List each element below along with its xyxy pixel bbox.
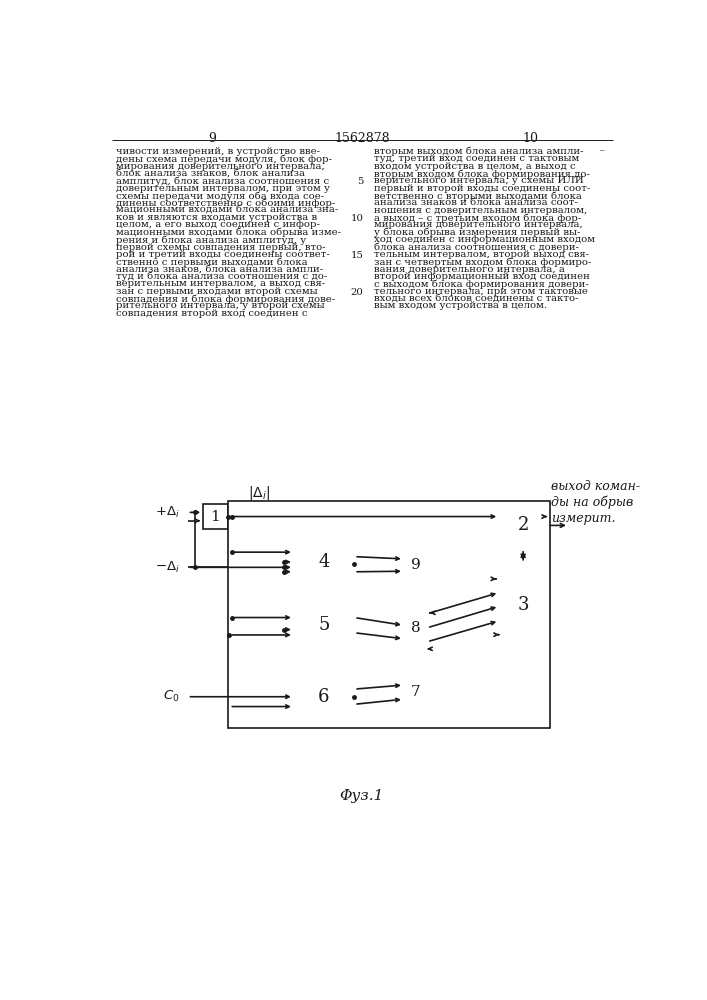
Text: блока анализа соотношения с довери-: блока анализа соотношения с довери- xyxy=(373,243,578,252)
Text: ков и являются входами устройства в: ков и являются входами устройства в xyxy=(115,213,317,222)
Text: вторым входом блока формирования до-: вторым входом блока формирования до- xyxy=(373,169,590,179)
Text: рительного интервала, у второй схемы: рительного интервала, у второй схемы xyxy=(115,301,324,310)
Text: доверительным интервалом, при этом у: доверительным интервалом, при этом у xyxy=(115,184,329,193)
Text: туд и блока анализа соотношения с до-: туд и блока анализа соотношения с до- xyxy=(115,272,327,281)
Text: 9: 9 xyxy=(209,132,216,145)
Text: 5: 5 xyxy=(318,616,329,634)
Text: выход коман-
ды на обрыв
измерит.: выход коман- ды на обрыв измерит. xyxy=(551,480,640,525)
Bar xyxy=(404,603,427,653)
Text: туд, третий вход соединен с тактовым: туд, третий вход соединен с тактовым xyxy=(373,154,579,163)
Text: 10: 10 xyxy=(351,214,363,223)
Text: верительного интервала, у схемы ИЛИ: верительного интервала, у схемы ИЛИ xyxy=(373,176,583,185)
Text: 3: 3 xyxy=(518,596,529,614)
Text: вым входом устройства в целом.: вым входом устройства в целом. xyxy=(373,301,547,310)
Bar xyxy=(228,501,550,728)
Text: целом, а его выход соединен с инфор-: целом, а его выход соединен с инфор- xyxy=(115,220,320,229)
Bar xyxy=(203,504,228,529)
Text: а выход – с третьим входом блока фор-: а выход – с третьим входом блока фор- xyxy=(373,213,581,223)
Text: второй информационный вход соединен: второй информационный вход соединен xyxy=(373,272,590,281)
Text: 10: 10 xyxy=(522,132,538,145)
Bar xyxy=(404,674,427,710)
Text: первый и второй входы соединены соот-: первый и второй входы соединены соот- xyxy=(373,184,590,193)
Text: ственно с первыми выходами блока: ственно с первыми выходами блока xyxy=(115,257,307,267)
Text: динены соответственно с обоими инфор-: динены соответственно с обоими инфор- xyxy=(115,198,335,208)
Text: входы всех блоков соединены с такто-: входы всех блоков соединены с такто- xyxy=(373,294,578,303)
Text: амплитуд, блок анализа соотношения с: амплитуд, блок анализа соотношения с xyxy=(115,176,329,186)
Text: анализа знаков, блока анализа ампли-: анализа знаков, блока анализа ампли- xyxy=(115,265,322,274)
Text: 5: 5 xyxy=(357,177,363,186)
Text: $-\Delta_i$: $-\Delta_i$ xyxy=(155,560,180,575)
Text: блок анализа знаков, блок анализа: блок анализа знаков, блок анализа xyxy=(115,169,305,178)
Text: ношения с доверительным интервалом,: ношения с доверительным интервалом, xyxy=(373,206,587,215)
Text: $C_0$: $C_0$ xyxy=(163,689,180,704)
Text: ветственно с вторыми выходами блока: ветственно с вторыми выходами блока xyxy=(373,191,581,201)
Bar xyxy=(293,603,354,647)
Text: 1562878: 1562878 xyxy=(334,132,390,145)
Text: Φуз.1: Φуз.1 xyxy=(340,789,384,803)
Text: 15: 15 xyxy=(351,251,363,260)
Text: рой и третий входы соединены соответ-: рой и третий входы соединены соответ- xyxy=(115,250,329,259)
Text: мирования доверительного интервала,: мирования доверительного интервала, xyxy=(115,162,325,171)
Text: рения и блока анализа амплитуд, у: рения и блока анализа амплитуд, у xyxy=(115,235,305,245)
Text: верительным интервалом, а выход свя-: верительным интервалом, а выход свя- xyxy=(115,279,325,288)
Text: чивости измерений, в устройство вве-: чивости измерений, в устройство вве- xyxy=(115,147,320,156)
Text: совпадения и блока формирования дове-: совпадения и блока формирования дове- xyxy=(115,294,334,304)
Text: 1: 1 xyxy=(211,510,221,524)
Text: 4: 4 xyxy=(318,553,329,571)
Text: зан с первыми входами второй схемы: зан с первыми входами второй схемы xyxy=(115,287,317,296)
Bar xyxy=(293,674,354,719)
Text: $|\Delta_i|$: $|\Delta_i|$ xyxy=(247,484,270,502)
Text: у блока обрыва измерения первый вы-: у блока обрыва измерения первый вы- xyxy=(373,228,580,237)
Text: входом устройства в целом, а выход с: входом устройства в целом, а выход с xyxy=(373,162,575,171)
Text: схемы передачи модуля оба входа сое-: схемы передачи модуля оба входа сое- xyxy=(115,191,324,201)
Bar xyxy=(293,540,354,584)
Text: 20: 20 xyxy=(351,288,363,297)
Bar xyxy=(404,550,427,580)
Text: с выходом блока формирования довери-: с выходом блока формирования довери- xyxy=(373,279,588,289)
Bar xyxy=(499,503,547,547)
Text: $+\Delta_i$: $+\Delta_i$ xyxy=(155,505,180,520)
Text: мационными входами блока обрыва изме-: мационными входами блока обрыва изме- xyxy=(115,228,341,237)
Text: ход соединен с информационным входом: ход соединен с информационным входом xyxy=(373,235,595,244)
Text: мационными входами блока анализа зна-: мационными входами блока анализа зна- xyxy=(115,206,338,215)
Text: вторым выходом блока анализа ампли-: вторым выходом блока анализа ампли- xyxy=(373,147,583,156)
Text: 6: 6 xyxy=(318,688,329,706)
Text: дены схема передачи модуля, блок фор-: дены схема передачи модуля, блок фор- xyxy=(115,154,332,164)
Text: совпадения второй вход соединен с: совпадения второй вход соединен с xyxy=(115,309,307,318)
Text: тельного интервала, при этом тактовые: тельного интервала, при этом тактовые xyxy=(373,287,588,296)
Text: 8: 8 xyxy=(411,621,420,635)
Text: --: -- xyxy=(600,147,606,155)
Text: вания доверительного интервала, а: вания доверительного интервала, а xyxy=(373,265,564,274)
Text: мирования доверительного интервала,: мирования доверительного интервала, xyxy=(373,220,583,229)
Text: 9: 9 xyxy=(411,558,420,572)
Bar xyxy=(499,564,547,645)
Text: 7: 7 xyxy=(411,685,420,699)
Text: 2: 2 xyxy=(518,516,529,534)
Text: первой схемы совпадения первый, вто-: первой схемы совпадения первый, вто- xyxy=(115,243,325,252)
Text: зан с четвертым входом блока формиро-: зан с четвертым входом блока формиро- xyxy=(373,257,591,267)
Text: тельным интервалом, второй выход свя-: тельным интервалом, второй выход свя- xyxy=(373,250,588,259)
Text: анализа знаков и блока анализа соот-: анализа знаков и блока анализа соот- xyxy=(373,198,578,207)
